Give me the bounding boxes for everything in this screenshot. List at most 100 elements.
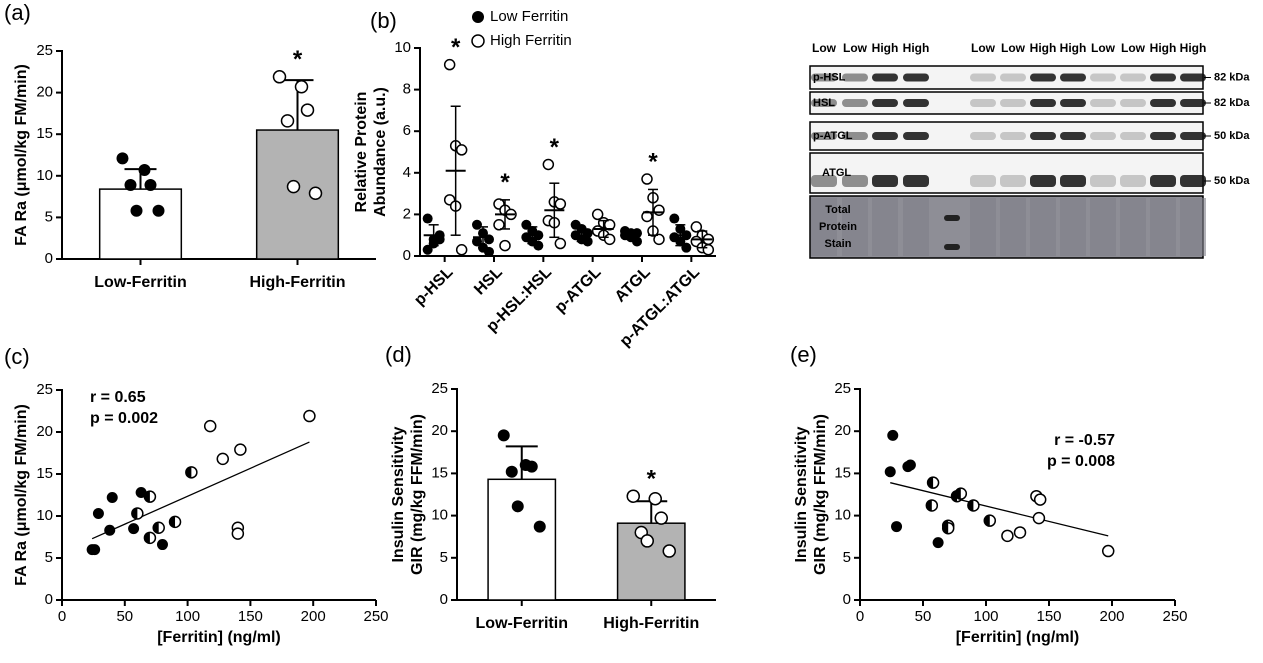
data-point — [302, 104, 314, 116]
lane-label: Low — [843, 41, 868, 55]
annotation: r = 0.65 — [90, 389, 146, 406]
marker-label: 50 kDa — [1214, 130, 1250, 142]
blot-band — [1060, 175, 1086, 187]
lane-label: High — [1180, 41, 1207, 55]
point-ring — [555, 199, 565, 209]
significance: * — [500, 169, 510, 196]
point-fill — [93, 508, 104, 519]
data-point — [1033, 513, 1044, 524]
point-ring — [282, 115, 294, 127]
point-fill — [632, 236, 642, 246]
y-axis-title: GIR (mg/kg FFM/min) — [409, 414, 426, 575]
annotation: p = 0.008 — [1047, 453, 1115, 470]
y-tick-label: 4 — [403, 164, 411, 181]
data-point — [235, 444, 246, 455]
data-point — [887, 430, 898, 441]
x-tick-label: Low-Ferritin — [476, 615, 568, 632]
point-ring — [663, 545, 675, 557]
panel-label: (d) — [385, 342, 412, 367]
point-ring — [232, 528, 243, 539]
x-tick-label: 150 — [1036, 608, 1061, 625]
blot-band — [1150, 99, 1176, 107]
point-ring — [1002, 530, 1013, 541]
point-ring — [543, 159, 553, 169]
lane-label: Low — [971, 41, 996, 55]
blot-band — [1090, 132, 1116, 140]
y-tick-label: 5 — [45, 549, 53, 566]
x-tick-label: ATGL — [612, 264, 654, 306]
blot-band — [1090, 99, 1116, 107]
panel-label: (c) — [4, 344, 30, 369]
data-point — [498, 429, 510, 441]
x-tick-label: High-Ferritin — [250, 274, 346, 291]
blot-band — [903, 99, 929, 107]
data-point — [534, 521, 546, 533]
point-fill — [125, 179, 137, 191]
blot-band — [1120, 99, 1146, 107]
marker-label: 50 kDa — [1214, 175, 1250, 187]
data-point — [627, 490, 639, 502]
annotation: p = 0.002 — [90, 410, 158, 427]
data-point — [632, 236, 642, 246]
point-ring — [500, 241, 510, 251]
blot-band — [970, 175, 996, 187]
marker-label: 82 kDa — [1214, 97, 1250, 109]
blot-band — [1120, 175, 1146, 187]
point-fill — [145, 179, 157, 191]
marker-label: 82 kDa — [1214, 71, 1250, 83]
point-ring — [296, 81, 308, 93]
stain-lane — [1120, 198, 1146, 256]
data-point — [153, 522, 164, 533]
data-point — [104, 525, 115, 536]
y-tick-label: 20 — [36, 84, 53, 101]
point-ring — [605, 234, 615, 244]
blot-band — [872, 99, 898, 107]
blot-band — [842, 74, 868, 82]
lane-label: High — [903, 41, 930, 55]
data-point — [472, 220, 482, 230]
legend-label: High Ferritin — [490, 32, 572, 49]
point-ring — [654, 205, 664, 215]
blot-band — [1180, 74, 1206, 82]
blot-band — [872, 132, 898, 140]
data-point — [423, 214, 433, 224]
data-point — [157, 539, 168, 550]
x-tick-label: p-HSL — [411, 264, 456, 309]
x-tick-label: 0 — [58, 608, 66, 625]
significance: * — [550, 134, 560, 161]
point-ring — [649, 493, 661, 505]
blot-band — [1150, 74, 1176, 82]
row-label: ATGL — [822, 167, 851, 179]
bar — [257, 130, 339, 259]
x-tick-label: 200 — [1099, 608, 1124, 625]
y-tick-label: 0 — [403, 247, 411, 264]
point-ring — [1103, 546, 1114, 557]
blot-band — [1180, 99, 1206, 107]
data-point — [288, 181, 300, 193]
data-point — [205, 421, 216, 432]
point-fill — [128, 523, 139, 534]
data-point — [117, 152, 129, 164]
data-point — [543, 159, 553, 169]
data-point — [526, 461, 538, 473]
blot-band — [1030, 175, 1056, 187]
stain-lane — [903, 198, 929, 256]
data-point — [457, 245, 467, 255]
data-point — [144, 532, 155, 543]
point-ring — [627, 490, 639, 502]
blot-band — [1090, 74, 1116, 82]
point-fill — [526, 461, 538, 473]
data-point — [296, 81, 308, 93]
y-tick-label: 25 — [431, 380, 448, 397]
point-fill — [534, 521, 546, 533]
y-tick-label: 6 — [403, 122, 411, 139]
x-tick-label: HSL — [471, 264, 506, 299]
stain-lane — [970, 198, 996, 256]
x-tick-label: High-Ferritin — [603, 615, 699, 632]
stain-lane — [1090, 198, 1116, 256]
point-fill — [512, 500, 524, 512]
y-axis-title: FA Ra (μmol/kg FM/min) — [13, 64, 30, 246]
point-ring — [288, 181, 300, 193]
fit-line — [92, 442, 309, 539]
x-tick-label: 100 — [175, 608, 200, 625]
